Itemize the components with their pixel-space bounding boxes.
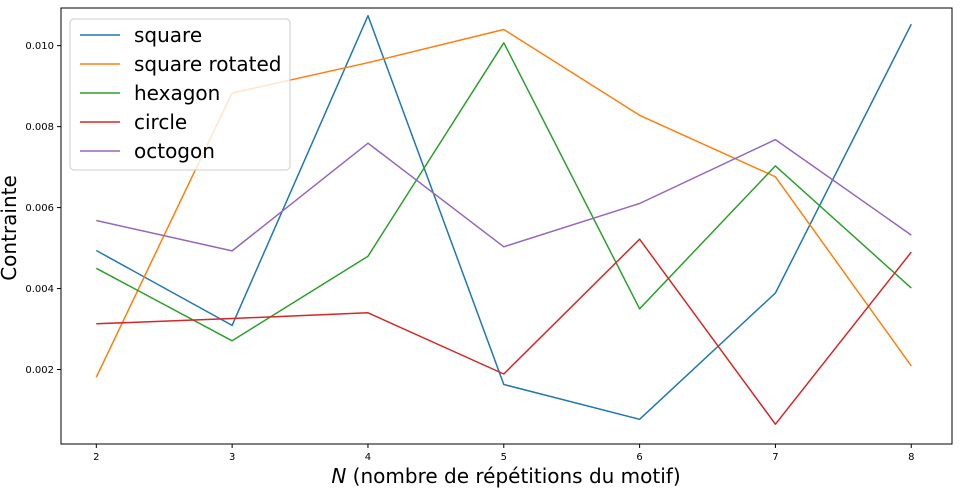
x-tick-label: 8 xyxy=(908,452,914,463)
x-tick-label: 7 xyxy=(772,452,778,463)
x-tick-label: 2 xyxy=(93,452,99,463)
plot-frame xyxy=(60,7,953,445)
x-tick-label: 5 xyxy=(501,452,507,463)
legend-items: square square rotated hexagon circle octogon xyxy=(80,23,281,163)
legend-label: hexagon xyxy=(134,81,220,105)
series-line-1 xyxy=(95,14,912,421)
series-line-3 xyxy=(95,42,912,342)
y-axis-ticks: 0.002 0.004 0.006 0.008 0.010 xyxy=(25,41,61,376)
x-axis-ticks: 2 3 4 5 6 7 8 xyxy=(93,444,914,463)
x-tick-label: 4 xyxy=(365,452,371,463)
x-tick-label: 3 xyxy=(229,452,235,463)
y-tick-label: 0.008 xyxy=(25,122,54,133)
x-axis-label-variable: N xyxy=(331,464,346,488)
y-tick-label: 0.010 xyxy=(25,41,54,52)
x-tick-label: 6 xyxy=(636,452,642,463)
x-axis-label: N (nombre de répétitions du motif) xyxy=(331,464,680,488)
x-axis-label-text: (nombre de répétitions du motif) xyxy=(346,464,680,488)
series-line-4 xyxy=(96,238,912,425)
legend-label: square rotated xyxy=(134,52,281,76)
legend: square square rotated hexagon circle octogon xyxy=(69,18,291,171)
y-tick-label: 0.006 xyxy=(25,203,54,214)
legend-label: circle xyxy=(134,110,187,134)
legend-box xyxy=(69,18,291,171)
y-axis-label: Contrainte xyxy=(0,175,21,281)
series-line-5 xyxy=(96,138,912,252)
y-tick-label: 0.004 xyxy=(25,284,54,295)
legend-label: square xyxy=(134,23,202,47)
legend-label: octogon xyxy=(134,139,215,163)
y-tick-label: 0.002 xyxy=(25,365,54,376)
